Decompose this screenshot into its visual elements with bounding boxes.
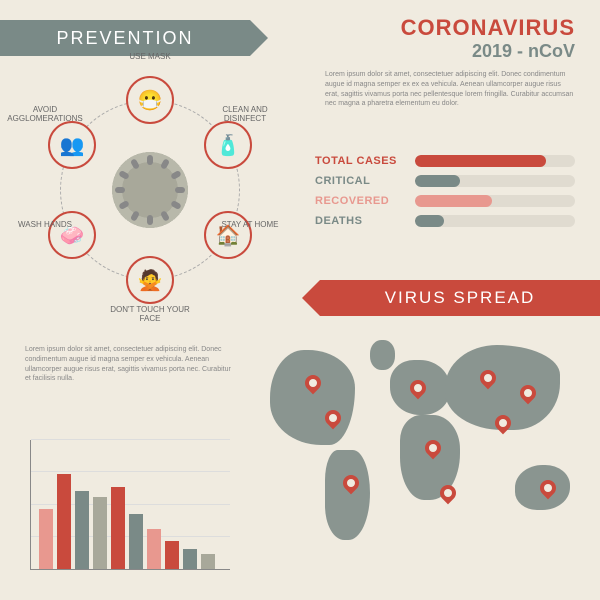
continent-shape xyxy=(370,340,395,370)
bar-chart xyxy=(30,440,230,570)
prevention-item-icon: 🙅 xyxy=(126,256,174,304)
prevention-item-icon: 🧴 xyxy=(204,121,252,169)
stat-label: CRITICAL xyxy=(315,175,415,187)
chart-axis xyxy=(30,440,230,570)
stat-row: RECOVERED xyxy=(315,195,575,207)
chart-bar xyxy=(129,514,143,569)
chart-bar xyxy=(147,529,161,569)
stat-label: DEATHS xyxy=(315,215,415,227)
chart-bar xyxy=(111,487,125,569)
title-sub: 2019 - nCoV xyxy=(401,41,575,62)
prevention-item-icon: 👥 xyxy=(48,121,96,169)
prevention-banner: PREVENTION xyxy=(0,20,250,56)
description-bottom: Lorem ipsum dolor sit amet, consectetuer… xyxy=(25,345,235,384)
stat-row: DEATHS xyxy=(315,215,575,227)
chart-bar xyxy=(75,491,89,569)
prevention-item-label: AVOID AGGLOMERATIONS xyxy=(5,105,85,123)
chart-bar xyxy=(57,474,71,569)
chart-bar xyxy=(39,509,53,569)
stat-bar xyxy=(415,155,575,167)
chart-bar xyxy=(183,549,197,569)
prevention-item-label: WASH HANDS xyxy=(5,220,85,229)
prevention-item-icon: 🏠 xyxy=(204,211,252,259)
world-map xyxy=(255,325,585,575)
chart-bar xyxy=(201,554,215,569)
chart-bar xyxy=(165,541,179,569)
continent-shape xyxy=(270,350,355,445)
spread-banner: VIRUS SPREAD xyxy=(320,280,600,316)
stat-bar xyxy=(415,215,575,227)
virus-icon xyxy=(115,155,185,225)
description-top: Lorem ipsum dolor sit amet, consectetuer… xyxy=(325,70,575,109)
prevention-item-icon: 🧼 xyxy=(48,211,96,259)
stat-label: RECOVERED xyxy=(315,195,415,207)
stat-bar xyxy=(415,175,575,187)
continent-shape xyxy=(325,450,370,540)
stat-bar xyxy=(415,195,575,207)
stat-row: TOTAL CASES xyxy=(315,155,575,167)
chart-bar xyxy=(93,497,107,569)
title-main: CORONAVIRUS xyxy=(401,15,575,41)
prevention-item-label: USE MASK xyxy=(110,52,190,61)
title-block: CORONAVIRUS 2019 - nCoV xyxy=(401,15,575,62)
prevention-item-label: DON'T TOUCH YOUR FACE xyxy=(110,305,190,323)
prevention-item-label: CLEAN AND DISINFECT xyxy=(205,105,285,123)
stat-row: CRITICAL xyxy=(315,175,575,187)
stats-block: TOTAL CASES CRITICAL RECOVERED DEATHS xyxy=(315,155,575,235)
prevention-diagram: 😷USE MASK🧴CLEAN AND DISINFECT🏠STAY AT HO… xyxy=(30,70,270,310)
prevention-item-icon: 😷 xyxy=(126,76,174,124)
stat-label: TOTAL CASES xyxy=(315,155,415,167)
prevention-item-label: STAY AT HOME xyxy=(210,220,290,229)
